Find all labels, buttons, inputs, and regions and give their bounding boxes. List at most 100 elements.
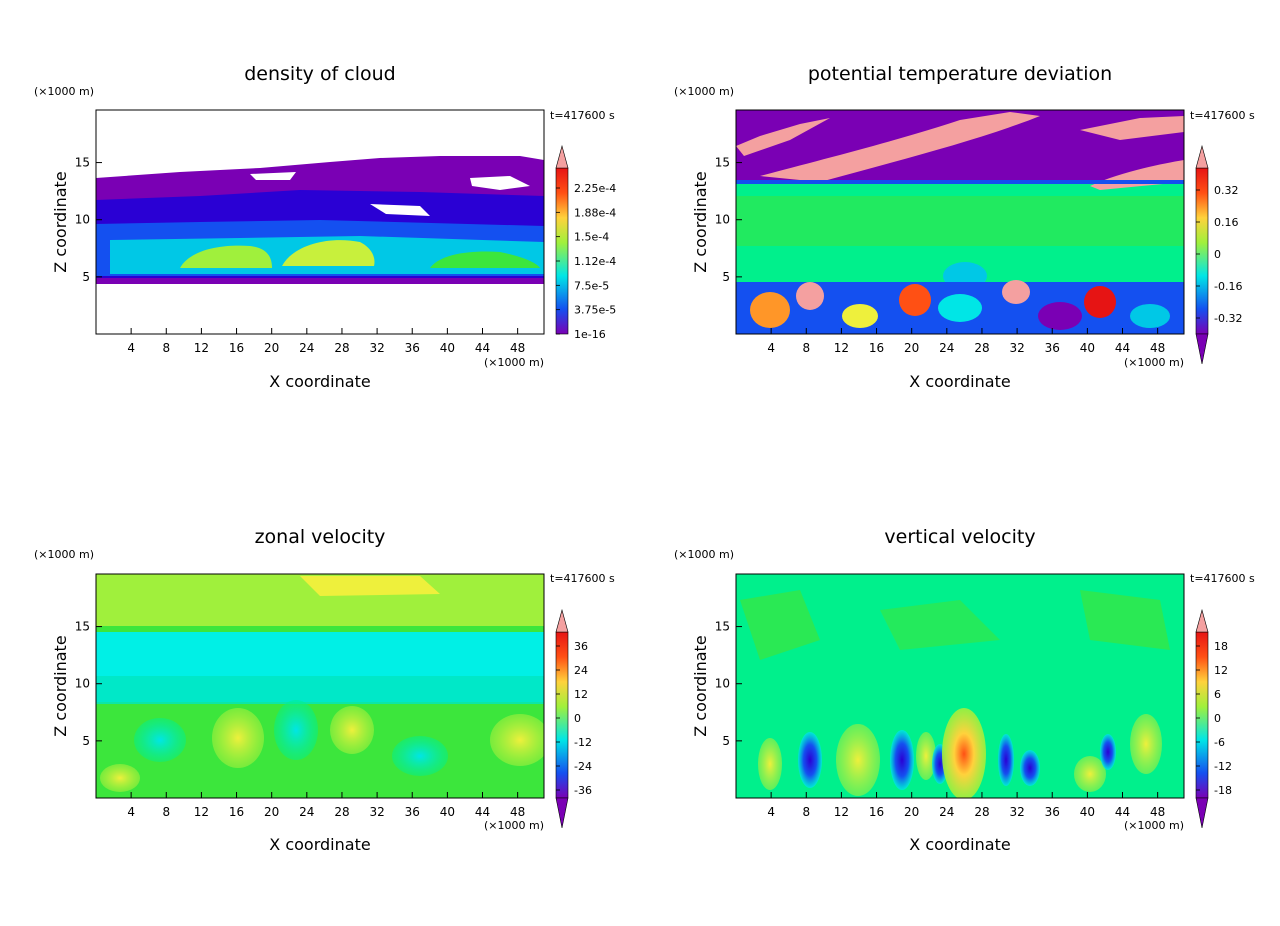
x-tick-label: 12 <box>834 805 849 819</box>
time-label: t=417600 s <box>1190 572 1255 585</box>
y-unit-label: (×1000 m) <box>674 548 734 561</box>
x-tick-label: 16 <box>869 341 884 355</box>
cloud-gap-2 <box>370 204 430 216</box>
x-tick-label: 24 <box>299 805 314 819</box>
colorbar-label: -18 <box>1214 784 1232 797</box>
colorbar-top-cap <box>555 608 569 633</box>
y-tick-label: 10 <box>75 677 90 691</box>
time-label: t=417600 s <box>1190 109 1255 122</box>
theta-warm-streak-2 <box>736 118 830 156</box>
theta-eddy-2 <box>796 282 824 310</box>
colorbar: -36 -24 -12 0 12 24 36 <box>555 608 592 829</box>
x-tick-label: 12 <box>834 341 849 355</box>
y-tick-label: 5 <box>82 270 90 284</box>
plot-frame <box>95 109 545 335</box>
x-tick-label: 48 <box>1150 805 1165 819</box>
zonal-jet <box>300 576 440 596</box>
x-tick-label: 36 <box>405 341 420 355</box>
plot-frame <box>735 573 1185 799</box>
x-ticks: 4 8 12 16 20 24 28 32 36 40 44 48 <box>127 328 525 355</box>
y-tick-label: 5 <box>82 734 90 748</box>
x-tick-label: 32 <box>1009 341 1024 355</box>
colorbar-label: 0.32 <box>1214 184 1239 197</box>
zonal-shear-line <box>96 626 544 632</box>
x-tick-label: 16 <box>229 341 244 355</box>
x-tick-label: 28 <box>334 341 349 355</box>
x-tick-label: 44 <box>475 341 490 355</box>
plot-frame <box>95 573 545 799</box>
zonal-mid-band-lower <box>96 676 544 704</box>
y-axis-label: Z coordinate <box>51 635 70 736</box>
x-tick-label: 36 <box>1045 341 1060 355</box>
x-tick-label: 24 <box>939 341 954 355</box>
x-ticks: 4 8 12 16 20 24 28 32 36 40 44 48 <box>767 792 1165 819</box>
theta-warm-streak-4 <box>1080 116 1184 140</box>
x-tick-label: 44 <box>1115 341 1130 355</box>
cloud-cell-center <box>282 240 375 266</box>
y-unit-label: (×1000 m) <box>34 548 94 561</box>
vv-updraft-4 <box>1074 756 1106 792</box>
y-axis-label: Z coordinate <box>691 171 710 272</box>
colorbar-label: 12 <box>1214 664 1228 677</box>
y-tick-label: 10 <box>715 677 730 691</box>
colorbar-bar <box>1195 167 1209 335</box>
panel-density-of-cloud: density of cloud (×1000 m) t=417600 s (×… <box>34 63 616 391</box>
colorbar-label: -0.16 <box>1214 280 1242 293</box>
colorbar-label: 3.75e-5 <box>574 304 616 317</box>
zonal-cell-5 <box>392 736 448 776</box>
x-tick-label: 40 <box>440 805 455 819</box>
colorbar-label: 24 <box>574 664 588 677</box>
cloud-gap-3 <box>250 172 296 180</box>
zonal-cell-6 <box>490 714 544 766</box>
vv-upper-patch-2 <box>880 600 1000 650</box>
cloud-gap-1 <box>470 176 530 190</box>
x-tick-label: 44 <box>1115 805 1130 819</box>
cloud-base <box>96 278 544 284</box>
zonal-cell-7 <box>100 764 140 792</box>
x-tick-label: 12 <box>194 341 209 355</box>
vv-downdraft-4 <box>998 734 1014 786</box>
y-tick-label: 15 <box>75 156 90 170</box>
zonal-field <box>96 574 544 798</box>
colorbar-bottom-cap <box>1195 333 1209 365</box>
x-ticks: 4 8 12 16 20 24 28 32 36 40 44 48 <box>767 328 1165 355</box>
x-axis-label: X coordinate <box>909 372 1010 391</box>
x-unit-label: (×1000 m) <box>1124 356 1184 369</box>
vv-updraft-5 <box>1130 714 1162 774</box>
x-tick-label: 40 <box>440 341 455 355</box>
y-tick-label: 10 <box>75 213 90 227</box>
theta-eddy-4 <box>899 284 931 316</box>
theta-eddy-8 <box>1084 286 1116 318</box>
colorbar-label: -0.32 <box>1214 312 1242 325</box>
vv-upper-patch-3 <box>1080 590 1170 650</box>
y-axis-label: Z coordinate <box>51 171 70 272</box>
y-ticks: 5 10 15 <box>715 156 742 284</box>
y-tick-label: 15 <box>715 620 730 634</box>
x-tick-label: 36 <box>1045 805 1060 819</box>
zonal-cell-4 <box>330 706 374 754</box>
vv-upper-patch-1 <box>740 590 820 660</box>
y-tick-label: 5 <box>722 734 730 748</box>
colorbar-bar <box>555 631 569 799</box>
colorbar-top-cap <box>1195 608 1209 633</box>
panel-title: zonal velocity <box>255 526 386 548</box>
x-tick-label: 48 <box>1150 341 1165 355</box>
x-ticks: 4 8 12 16 20 24 28 32 36 40 44 48 <box>127 792 525 819</box>
panel-title: density of cloud <box>244 63 396 85</box>
cloud-field <box>96 110 544 334</box>
panel-zonal-velocity: zonal velocity (×1000 m) t=417600 s (×10… <box>34 526 615 854</box>
y-unit-label: (×1000 m) <box>674 85 734 98</box>
vv-downdraft-5 <box>1020 750 1040 786</box>
panel-title: potential temperature deviation <box>808 63 1112 85</box>
x-tick-label: 20 <box>904 341 919 355</box>
colorbar-label: 0 <box>1214 248 1221 261</box>
y-ticks: 5 10 15 <box>75 156 102 284</box>
x-tick-label: 28 <box>974 341 989 355</box>
y-unit-label: (×1000 m) <box>34 85 94 98</box>
x-tick-label: 8 <box>162 805 170 819</box>
x-axis-label: X coordinate <box>269 835 370 854</box>
theta-eddy-5 <box>938 294 982 322</box>
x-tick-label: 16 <box>229 805 244 819</box>
zonal-cell-3 <box>274 700 318 760</box>
